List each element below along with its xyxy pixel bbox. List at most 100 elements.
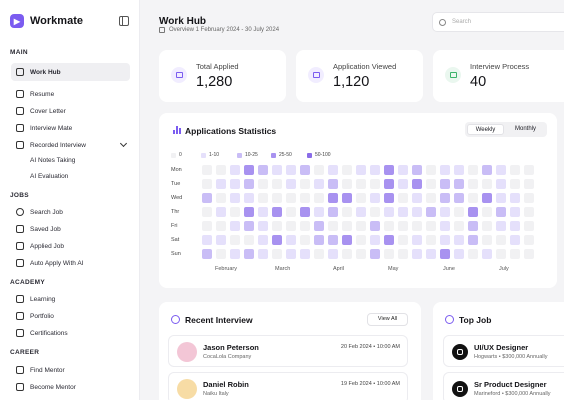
- heatmap-cell[interactable]: [202, 193, 212, 203]
- stat-card-application-viewed[interactable]: Application Viewed 1,120: [296, 50, 423, 102]
- heatmap-cell[interactable]: [412, 235, 422, 245]
- heatmap-cell[interactable]: [510, 249, 520, 259]
- heatmap-cell[interactable]: [482, 249, 492, 259]
- heatmap-cell[interactable]: [342, 221, 352, 231]
- sidebar-item-search-job[interactable]: Search Job: [11, 203, 130, 221]
- heatmap-cell[interactable]: [328, 179, 338, 189]
- sidebar-item-auto-apply[interactable]: Auto Apply With AI: [11, 254, 130, 272]
- heatmap-cell[interactable]: [454, 221, 464, 231]
- heatmap-cell[interactable]: [482, 165, 492, 175]
- heatmap-cell[interactable]: [286, 249, 296, 259]
- heatmap-cell[interactable]: [468, 235, 478, 245]
- heatmap-cell[interactable]: [496, 179, 506, 189]
- heatmap-cell[interactable]: [300, 249, 310, 259]
- heatmap-cell[interactable]: [342, 235, 352, 245]
- heatmap-cell[interactable]: [356, 221, 366, 231]
- job-row[interactable]: UI/UX Designer Hogwarts • $300,000 Annua…: [443, 335, 564, 367]
- sidebar-item-find-mentor[interactable]: Find Mentor: [11, 361, 130, 379]
- heatmap-cell[interactable]: [524, 235, 534, 245]
- heatmap-cell[interactable]: [244, 221, 254, 231]
- heatmap-cell[interactable]: [412, 165, 422, 175]
- heatmap-cell[interactable]: [496, 249, 506, 259]
- interview-row[interactable]: Daniel Robin Naiku Italy 19 Feb 2024 • 1…: [168, 372, 408, 400]
- heatmap-cell[interactable]: [398, 235, 408, 245]
- heatmap-cell[interactable]: [258, 207, 268, 217]
- heatmap-cell[interactable]: [398, 221, 408, 231]
- sidebar-item-learning[interactable]: Learning: [11, 290, 130, 308]
- heatmap-cell[interactable]: [370, 193, 380, 203]
- heatmap-cell[interactable]: [272, 193, 282, 203]
- heatmap-cell[interactable]: [510, 221, 520, 231]
- search-input[interactable]: Search: [432, 12, 564, 32]
- heatmap-cell[interactable]: [426, 249, 436, 259]
- heatmap-cell[interactable]: [300, 207, 310, 217]
- heatmap-cell[interactable]: [468, 249, 478, 259]
- heatmap-cell[interactable]: [454, 207, 464, 217]
- heatmap-cell[interactable]: [370, 207, 380, 217]
- heatmap-cell[interactable]: [286, 235, 296, 245]
- heatmap-cell[interactable]: [384, 193, 394, 203]
- heatmap-cell[interactable]: [272, 235, 282, 245]
- heatmap-cell[interactable]: [258, 165, 268, 175]
- heatmap-cell[interactable]: [258, 193, 268, 203]
- brand[interactable]: ▶ Workmate: [10, 14, 83, 28]
- heatmap-cell[interactable]: [244, 193, 254, 203]
- sidebar-item-ai-notes-taking[interactable]: AI Notes Taking: [30, 156, 76, 164]
- heatmap-cell[interactable]: [426, 207, 436, 217]
- heatmap-cell[interactable]: [230, 207, 240, 217]
- heatmap-cell[interactable]: [468, 165, 478, 175]
- heatmap-cell[interactable]: [342, 193, 352, 203]
- heatmap-cell[interactable]: [468, 179, 478, 189]
- heatmap-cell[interactable]: [272, 179, 282, 189]
- heatmap-cell[interactable]: [230, 179, 240, 189]
- heatmap-cell[interactable]: [202, 207, 212, 217]
- job-row[interactable]: Sr Product Designer Marineford • $300,00…: [443, 372, 564, 400]
- heatmap-cell[interactable]: [230, 221, 240, 231]
- heatmap-cell[interactable]: [454, 193, 464, 203]
- heatmap-cell[interactable]: [454, 235, 464, 245]
- heatmap-cell[interactable]: [272, 165, 282, 175]
- heatmap-cell[interactable]: [370, 165, 380, 175]
- heatmap-cell[interactable]: [524, 165, 534, 175]
- heatmap-cell[interactable]: [314, 221, 324, 231]
- heatmap-cell[interactable]: [230, 165, 240, 175]
- heatmap-cell[interactable]: [510, 207, 520, 217]
- heatmap-cell[interactable]: [384, 221, 394, 231]
- heatmap-cell[interactable]: [328, 221, 338, 231]
- sidebar-item-certifications[interactable]: Certifications: [11, 324, 130, 342]
- heatmap-cell[interactable]: [412, 179, 422, 189]
- sidebar-item-work-hub[interactable]: Work Hub: [11, 63, 130, 81]
- view-all-button[interactable]: View All: [367, 313, 408, 326]
- heatmap-cell[interactable]: [510, 235, 520, 245]
- heatmap-cell[interactable]: [216, 249, 226, 259]
- heatmap-cell[interactable]: [216, 221, 226, 231]
- toggle-monthly[interactable]: Monthly: [514, 126, 536, 132]
- heatmap-cell[interactable]: [384, 249, 394, 259]
- heatmap-cell[interactable]: [468, 221, 478, 231]
- heatmap-cell[interactable]: [286, 165, 296, 175]
- heatmap-cell[interactable]: [482, 179, 492, 189]
- heatmap-cell[interactable]: [272, 221, 282, 231]
- heatmap-cell[interactable]: [314, 207, 324, 217]
- heatmap-cell[interactable]: [258, 235, 268, 245]
- sidebar-item-resume[interactable]: Resume: [11, 85, 130, 103]
- heatmap-cell[interactable]: [524, 179, 534, 189]
- heatmap-cell[interactable]: [216, 165, 226, 175]
- heatmap-cell[interactable]: [342, 207, 352, 217]
- heatmap-cell[interactable]: [300, 235, 310, 245]
- heatmap-cell[interactable]: [524, 221, 534, 231]
- heatmap-cell[interactable]: [300, 179, 310, 189]
- heatmap-cell[interactable]: [258, 221, 268, 231]
- heatmap-cell[interactable]: [482, 193, 492, 203]
- heatmap-cell[interactable]: [412, 193, 422, 203]
- heatmap-cell[interactable]: [524, 207, 534, 217]
- heatmap-cell[interactable]: [258, 179, 268, 189]
- heatmap-cell[interactable]: [384, 165, 394, 175]
- heatmap-cell[interactable]: [230, 235, 240, 245]
- sidebar-collapse-icon[interactable]: [119, 16, 129, 26]
- heatmap-cell[interactable]: [356, 235, 366, 245]
- heatmap-cell[interactable]: [384, 179, 394, 189]
- sidebar-item-recorded-interview[interactable]: Recorded Interview: [11, 136, 130, 154]
- heatmap-cell[interactable]: [468, 193, 478, 203]
- heatmap-cell[interactable]: [356, 207, 366, 217]
